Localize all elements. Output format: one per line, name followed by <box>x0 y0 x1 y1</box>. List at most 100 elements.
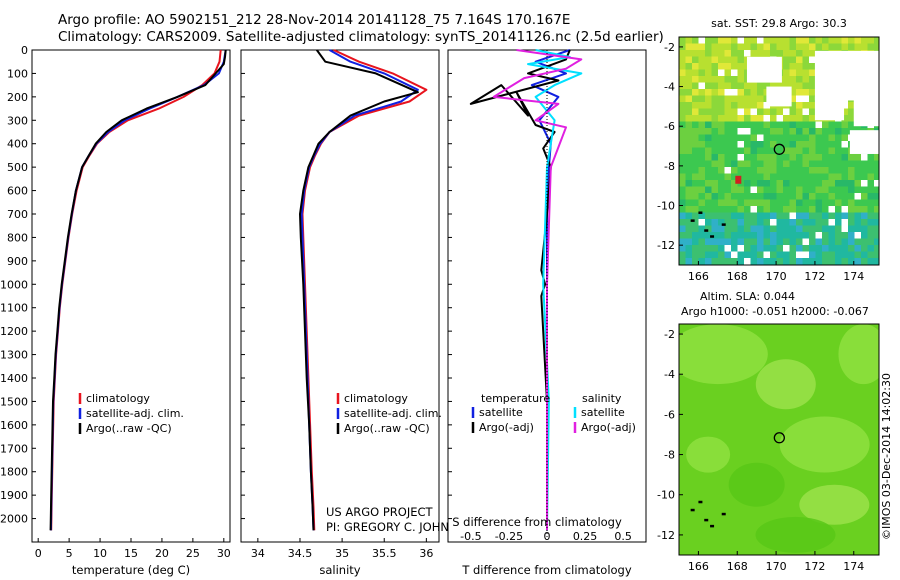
sst-cell <box>724 69 731 76</box>
s-tick-label: 0.5 <box>614 530 632 543</box>
sst-cell <box>698 95 705 102</box>
sst-cell <box>848 251 855 258</box>
s-diff-label: S difference from climatology <box>452 515 622 529</box>
sst-cell <box>731 128 738 135</box>
sst-cell <box>763 82 770 89</box>
sst-cell <box>848 225 855 232</box>
sst-cell <box>692 193 699 200</box>
sst-cell <box>724 180 731 187</box>
sst-cell <box>757 193 764 200</box>
series-argo-raw-qc- <box>49 49 227 531</box>
sst-cell <box>854 206 861 213</box>
sst-cell <box>815 180 822 187</box>
sst-cell <box>731 199 738 206</box>
sst-cell <box>679 199 686 206</box>
sst-cell <box>802 147 809 154</box>
sst-cell <box>789 108 796 115</box>
sst-cell <box>698 115 705 122</box>
sst-cell <box>848 37 855 44</box>
sst-cell <box>848 115 855 122</box>
sst-cell <box>796 186 803 193</box>
sst-cell <box>718 141 725 148</box>
sst-cell <box>692 225 699 232</box>
sst-cell <box>815 147 822 154</box>
sst-cell <box>698 141 705 148</box>
sst-cell <box>783 128 790 135</box>
sst-cell <box>809 128 816 135</box>
sst-cell <box>718 180 725 187</box>
sst-cell <box>815 128 822 135</box>
sst-cell <box>705 186 712 193</box>
x-tick-label: 36 <box>419 547 433 560</box>
sst-cell <box>841 147 848 154</box>
sst-cell <box>744 43 751 50</box>
sst-cell <box>685 160 692 167</box>
sst-cell <box>731 167 738 174</box>
sst-cell <box>692 108 699 115</box>
sst-cell <box>711 121 718 128</box>
sst-cell <box>861 225 868 232</box>
depth-tick-label: 600 <box>7 185 28 198</box>
sst-cell <box>692 37 699 44</box>
sst-cell <box>744 89 751 96</box>
sst-cell <box>776 167 783 174</box>
sst-cell <box>757 212 764 219</box>
sst-cell <box>737 154 744 161</box>
sst-cell <box>763 115 770 122</box>
salinity-frame <box>240 49 440 543</box>
sst-cell <box>763 245 770 252</box>
series-salinity-satellite <box>527 49 583 531</box>
sst-cell <box>724 160 731 167</box>
sst-cell <box>770 141 777 148</box>
sst-cell <box>757 50 764 57</box>
sst-cell <box>796 167 803 174</box>
sst-cell <box>737 121 744 128</box>
sst-cell <box>692 128 699 135</box>
depth-tick-label: 1200 <box>0 325 28 338</box>
sst-cell <box>711 212 718 219</box>
sst-cell <box>848 193 855 200</box>
sst-cell <box>796 56 803 63</box>
sst-cell <box>692 76 699 83</box>
sst-cell <box>770 238 777 245</box>
sst-cell <box>809 108 816 115</box>
sst-cell <box>711 147 718 154</box>
sst-cell <box>802 37 809 44</box>
sla-blob <box>755 359 816 410</box>
sst-cell <box>679 121 686 128</box>
sst-cell <box>750 141 757 148</box>
sst-cell <box>685 43 692 50</box>
sst-cell <box>679 245 686 252</box>
sst-cell <box>802 141 809 148</box>
legend-label: satellite-adj. clim. <box>344 407 442 420</box>
sla-blob <box>779 416 870 473</box>
credit-pi: PI: GREGORY C. JOHNSON <box>326 520 474 534</box>
sst-cell <box>724 56 731 63</box>
sst-cell <box>750 108 757 115</box>
sst-cell <box>783 154 790 161</box>
sst-cell <box>809 225 816 232</box>
sst-cell <box>718 212 725 219</box>
sst-cell <box>750 154 757 161</box>
sst-cell <box>828 251 835 258</box>
sst-cell <box>783 193 790 200</box>
sst-cell <box>867 154 874 161</box>
sst-cell <box>796 108 803 115</box>
sst-cell <box>854 212 861 219</box>
sla-title: Altim. SLA: 0.044 <box>700 290 795 303</box>
sst-cell <box>861 160 868 167</box>
sst-cell <box>783 167 790 174</box>
sst-cell <box>874 225 879 232</box>
sst-cell <box>724 173 731 180</box>
sst-cell <box>815 37 822 44</box>
sst-cell <box>750 160 757 167</box>
sst-cell <box>835 147 842 154</box>
sst-cell <box>770 128 777 135</box>
sst-cell <box>809 251 816 258</box>
depth-tick-label: 0 <box>21 44 28 57</box>
sst-cell <box>861 43 868 50</box>
sst-cell <box>867 238 874 245</box>
sst-cell <box>705 82 712 89</box>
sst-cell <box>809 173 816 180</box>
sst-cell <box>731 219 738 226</box>
